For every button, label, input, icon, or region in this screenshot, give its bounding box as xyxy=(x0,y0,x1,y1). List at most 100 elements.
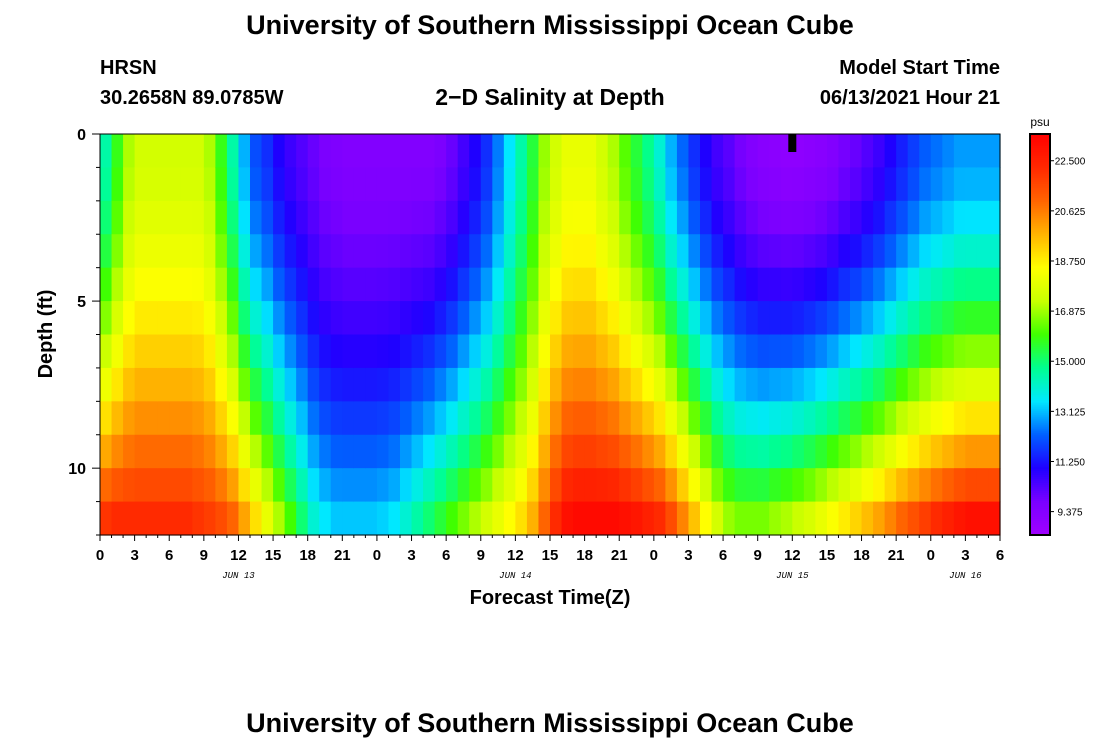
colorbar-swatch xyxy=(1030,516,1050,520)
heatmap-cell xyxy=(319,501,332,536)
heatmap-cell xyxy=(434,200,447,235)
heatmap-cell xyxy=(157,234,170,269)
heatmap-cell xyxy=(226,134,240,169)
heatmap-cell xyxy=(700,234,713,269)
heatmap-cell xyxy=(250,301,263,336)
heatmap-cell xyxy=(123,468,136,503)
heatmap-cell xyxy=(965,501,978,536)
heatmap-cell xyxy=(538,401,551,436)
heatmap-cell xyxy=(711,401,724,436)
heatmap-cell xyxy=(965,434,978,469)
heatmap-cell xyxy=(700,167,713,202)
heatmap-cell xyxy=(157,401,170,436)
colorbar-swatch xyxy=(1030,262,1050,265)
colorbar-swatch xyxy=(1030,454,1050,458)
heatmap-cell xyxy=(134,401,147,436)
heatmap-cell xyxy=(492,434,505,469)
date-label: JUN 14 xyxy=(499,571,531,581)
heatmap-cell xyxy=(203,167,216,202)
heatmap-cell xyxy=(123,267,136,302)
heatmap-cell xyxy=(907,134,920,169)
heatmap-cell xyxy=(296,367,309,402)
heatmap-cell xyxy=(457,134,470,169)
heatmap-cell xyxy=(780,267,793,302)
heatmap-cell xyxy=(457,167,470,202)
heatmap-cell xyxy=(584,367,597,402)
heatmap-cell xyxy=(250,200,263,235)
colorbar-swatch xyxy=(1030,176,1050,179)
heatmap-cell xyxy=(192,134,205,169)
heatmap-cell xyxy=(607,401,620,436)
heatmap-cell xyxy=(434,334,447,369)
heatmap-cell xyxy=(780,334,793,369)
heatmap-cell xyxy=(480,434,493,469)
heatmap-cell xyxy=(850,401,863,436)
heatmap-cell xyxy=(100,434,113,469)
heatmap-cell xyxy=(561,501,574,536)
colorbar-swatch xyxy=(1030,186,1050,189)
heatmap-cell xyxy=(896,468,909,503)
heatmap-cell xyxy=(273,200,286,235)
colorbar-swatch xyxy=(1030,316,1050,320)
heatmap-cell xyxy=(792,334,805,369)
heatmap-cell xyxy=(307,468,320,503)
heatmap-cell xyxy=(550,401,563,436)
heatmap-cell xyxy=(826,234,840,269)
heatmap-cell xyxy=(653,234,666,269)
heatmap-cell xyxy=(803,401,816,436)
heatmap-cell xyxy=(503,434,516,469)
heatmap-cell xyxy=(769,334,782,369)
heatmap-cell xyxy=(307,334,320,369)
heatmap-cell xyxy=(965,134,978,169)
heatmap-cell xyxy=(976,401,990,436)
heatmap-cell xyxy=(584,234,597,269)
heatmap-cell xyxy=(134,501,147,536)
heatmap-cell xyxy=(365,501,378,536)
heatmap-cell xyxy=(284,434,297,469)
heatmap-cell xyxy=(584,267,597,302)
heatmap-cell xyxy=(676,167,690,202)
heatmap-cell xyxy=(573,501,586,536)
heatmap-cell xyxy=(192,234,205,269)
heatmap-cell xyxy=(319,401,332,436)
heatmap-cell xyxy=(515,334,528,369)
heatmap-cell xyxy=(400,234,413,269)
colorbar-swatch xyxy=(1030,358,1050,362)
heatmap-cell xyxy=(180,434,193,469)
heatmap-cell xyxy=(400,301,413,336)
heatmap-cell xyxy=(584,334,597,369)
colorbar-swatch xyxy=(1030,506,1050,510)
colorbar-swatch xyxy=(1030,456,1050,460)
heatmap-cell xyxy=(492,367,505,402)
heatmap-cell xyxy=(942,434,955,469)
colorbar-swatch xyxy=(1030,414,1050,418)
heatmap-cell xyxy=(123,134,136,169)
heatmap-cell xyxy=(873,468,886,503)
heatmap-cell xyxy=(711,468,724,503)
heatmap-cell xyxy=(411,434,424,469)
heatmap-cell xyxy=(457,468,470,503)
heatmap-cell xyxy=(111,401,124,436)
heatmap-cell xyxy=(180,134,193,169)
heatmap-cell xyxy=(803,501,816,536)
heatmap-cell xyxy=(480,167,493,202)
heatmap-cell xyxy=(284,334,297,369)
heatmap-cell xyxy=(296,200,309,235)
heatmap-cell xyxy=(157,301,170,336)
heatmap-cell xyxy=(376,301,390,336)
heatmap-cell xyxy=(780,434,793,469)
heatmap-cell xyxy=(284,401,297,436)
heatmap-cell xyxy=(330,334,343,369)
colorbar-swatch xyxy=(1030,168,1050,171)
heatmap-cell xyxy=(376,200,390,235)
heatmap-cell xyxy=(550,334,563,369)
heatmap-cell xyxy=(884,334,897,369)
heatmap-cell xyxy=(803,367,816,402)
heatmap-cell xyxy=(192,267,205,302)
heatmap-cell xyxy=(169,367,182,402)
x-tick-label: 6 xyxy=(719,547,727,564)
heatmap-cell xyxy=(342,501,355,536)
heatmap-cell xyxy=(642,234,655,269)
heatmap-cell xyxy=(596,167,609,202)
heatmap-cell xyxy=(123,167,136,202)
